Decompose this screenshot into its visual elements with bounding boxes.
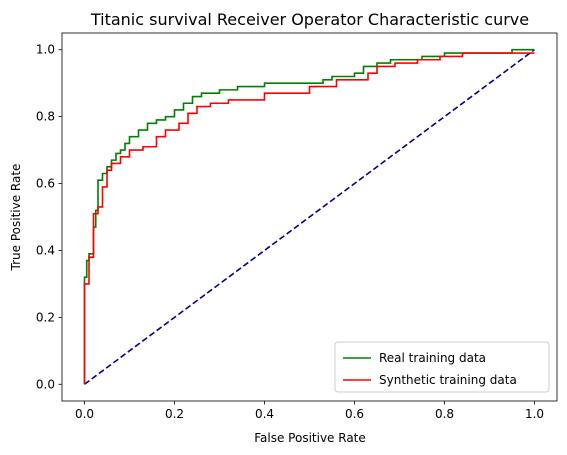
x-tick-label: 0.8	[435, 407, 454, 421]
x-axis-label: False Positive Rate	[254, 431, 366, 445]
y-tick-label: 0.6	[36, 177, 55, 191]
legend: Real training data Synthetic training da…	[334, 341, 550, 393]
y-axis: 0.0 0.2 0.4 0.6 0.8 1.0	[36, 43, 62, 391]
x-axis: 0.0 0.2 0.4 0.6 0.8 1.0	[75, 401, 544, 421]
x-tick-label: 0.4	[255, 407, 274, 421]
x-tick-label: 0.0	[75, 407, 94, 421]
series-synthetic-training-line	[83, 52, 535, 385]
legend-label-synthetic: Synthetic training data	[379, 373, 517, 387]
x-tick-label: 0.6	[345, 407, 364, 421]
y-tick-label: 0.0	[36, 377, 55, 391]
y-axis-label: True Positive Rate	[9, 164, 23, 272]
y-tick-label: 0.8	[36, 110, 55, 124]
chart-title: Titanic survival Receiver Operator Chara…	[90, 10, 529, 29]
y-tick-label: 1.0	[36, 43, 55, 57]
series-layer	[83, 48, 535, 385]
y-tick-label: 0.4	[36, 243, 55, 257]
x-tick-label: 1.0	[525, 407, 544, 421]
series-real-training-line	[83, 48, 535, 385]
x-tick-label: 0.2	[165, 407, 184, 421]
legend-box	[334, 341, 550, 393]
y-tick-label: 0.2	[36, 310, 55, 324]
diagonal-reference-line	[84, 49, 535, 385]
legend-label-real: Real training data	[379, 351, 486, 365]
